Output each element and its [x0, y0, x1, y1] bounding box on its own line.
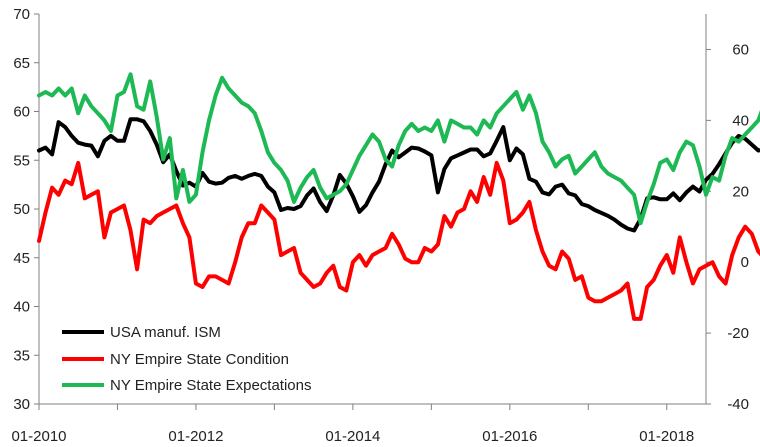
legend-label: NY Empire State Condition — [110, 351, 289, 368]
left-y-tick-label: 65 — [13, 55, 30, 72]
left-y-tick-label: 70 — [13, 6, 30, 23]
x-tick-label: 01-2010 — [11, 428, 66, 445]
legend: USA manuf. ISM NY Empire State Condition N… — [62, 324, 312, 394]
right-y-tick-label: 60 — [732, 41, 749, 58]
left-y-tick-label: 60 — [13, 104, 30, 121]
x-tick-label: 01-2012 — [168, 428, 223, 445]
x-tick-label: 01-2018 — [639, 428, 694, 445]
legend-label: NY Empire State Expectations — [110, 377, 312, 394]
series-line-2 — [37, 72, 760, 226]
left-y-tick-label: 55 — [13, 152, 30, 169]
legend-label: USA manuf. ISM — [110, 324, 221, 341]
series-lines — [37, 72, 760, 321]
right-y-tick-label: 40 — [732, 112, 749, 129]
x-tick-label: 01-2014 — [325, 428, 380, 445]
series-line-0 — [37, 117, 760, 233]
series-line-1 — [37, 160, 760, 321]
right-y-tick-label: 20 — [732, 183, 749, 200]
left-y-tick-label: 30 — [13, 396, 30, 413]
right-y-tick-label: -20 — [727, 325, 749, 342]
left-y-tick-label: 45 — [13, 250, 30, 267]
axes: 30 35 40 45 50 55 60 65 70 -40 -20 0 20 40 60 01-2010 01… — [11, 6, 749, 445]
left-y-tick-label: 40 — [13, 299, 30, 316]
left-y-tick-label: 50 — [13, 201, 30, 218]
x-tick-label: 01-2016 — [482, 428, 537, 445]
right-y-tick-label: -40 — [727, 396, 749, 413]
left-y-tick-label: 35 — [13, 347, 30, 364]
right-y-tick-label: 0 — [741, 254, 749, 271]
